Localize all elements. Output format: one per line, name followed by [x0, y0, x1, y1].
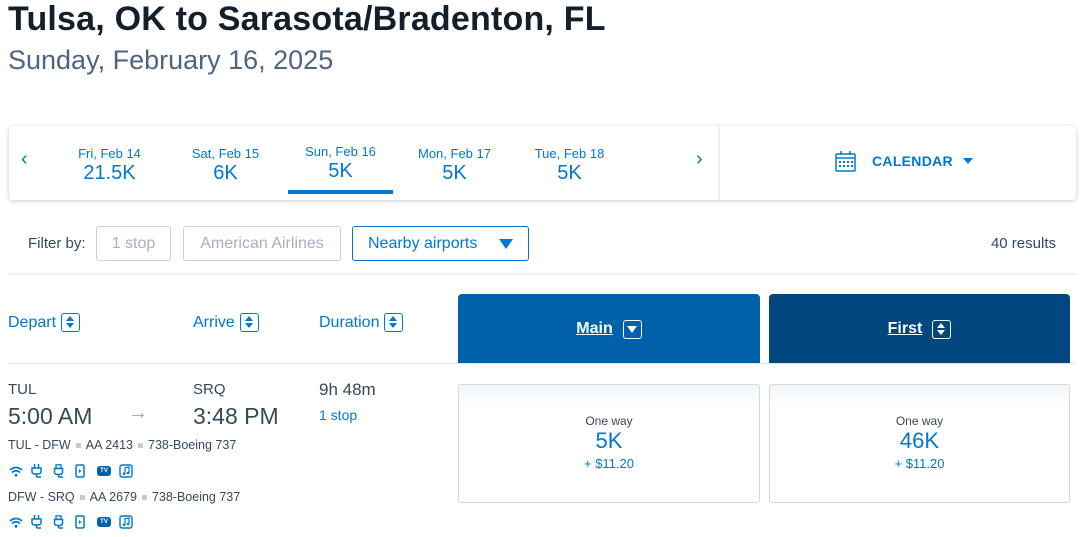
- segment-route: TUL - DFW: [8, 438, 71, 452]
- music-icon: [119, 464, 141, 478]
- calendar-label: CALENDAR: [872, 153, 953, 169]
- separator: [75, 442, 81, 448]
- chevron-right-icon[interactable]: ›: [696, 148, 703, 170]
- segment-route: DFW - SRQ: [8, 490, 75, 504]
- sort-descending-icon: [622, 319, 642, 339]
- usb-icon: [53, 515, 75, 529]
- tv-icon: TV: [97, 515, 119, 529]
- travel-date: Sunday, February 16, 2025: [8, 45, 334, 75]
- cabin-label: Main: [576, 320, 613, 337]
- sort-icon: [384, 313, 404, 332]
- duration-header: Duration: [319, 313, 380, 331]
- aircraft: 738-Boeing 737: [151, 490, 241, 504]
- date-tab-feb-14[interactable]: Fri, Feb 14 21.5K: [57, 126, 162, 194]
- date-strip: ‹ Fri, Feb 14 21.5K Sat, Feb 15 6K Sun, …: [9, 126, 1076, 200]
- sort-icon: [61, 313, 81, 332]
- date-tab-feb-15[interactable]: Sat, Feb 15 6K: [173, 126, 278, 194]
- arrive-header: Arrive: [193, 313, 235, 331]
- cabin-tab-first[interactable]: First: [769, 294, 1070, 364]
- date-label: Mon, Feb 17: [418, 146, 491, 161]
- amenities-segment-2: TV: [9, 515, 141, 529]
- nearby-airports-dropdown[interactable]: Nearby airports: [352, 226, 529, 261]
- segment-2: DFW - SRQ AA 2679 738-Boeing 737: [8, 490, 240, 504]
- separator: [141, 494, 147, 500]
- usb-icon: [53, 464, 75, 478]
- separator: [79, 494, 85, 500]
- origin-code: TUL: [8, 381, 37, 398]
- calendar-icon: [835, 151, 856, 172]
- fare-points: 46K: [899, 428, 940, 453]
- nearby-airports-label: Nearby airports: [368, 235, 478, 252]
- divider: [8, 273, 1076, 275]
- date-label: Sat, Feb 15: [191, 146, 260, 161]
- separator: [138, 442, 143, 448]
- sort-icon: [932, 319, 952, 339]
- mobile-entertainment-icon: [75, 515, 97, 529]
- mobile-entertainment-icon: [75, 464, 97, 478]
- date-tab-feb-16[interactable]: Sun, Feb 16 5K: [288, 126, 393, 194]
- trip-type: One way: [585, 414, 633, 428]
- power-outlet-icon: [31, 464, 53, 478]
- page-title: Tulsa, OK to Sarasota/Bradenton, FL: [8, 0, 606, 38]
- flight-number: AA 2679: [89, 490, 137, 504]
- results-count: 40 results: [990, 235, 1056, 252]
- stops-link[interactable]: 1 stop: [319, 407, 358, 423]
- tv-icon: TV: [97, 464, 119, 478]
- destination-code: SRQ: [193, 381, 226, 398]
- date-price: 5K: [328, 160, 353, 182]
- depart-header: Depart: [8, 313, 57, 331]
- date-price: 5K: [557, 162, 582, 184]
- music-icon: [119, 515, 141, 529]
- sort-arrive[interactable]: Arrive: [193, 313, 259, 332]
- trip-type: One way: [895, 414, 944, 428]
- chevron-left-icon[interactable]: ‹: [21, 148, 28, 170]
- power-outlet-icon: [31, 515, 53, 529]
- filter-label: Filter by:: [28, 235, 86, 252]
- sort-depart[interactable]: Depart: [8, 313, 81, 332]
- caret-down-icon: [499, 239, 513, 249]
- divider: [718, 126, 720, 200]
- arrow-right-icon: →: [128, 402, 148, 424]
- divider: [8, 363, 1076, 364]
- caret-down-icon: [962, 158, 973, 164]
- segment-1: TUL - DFW AA 2413 738-Boeing 737: [8, 438, 236, 452]
- cabin-label: First: [887, 320, 923, 337]
- fare-points: 5K: [595, 428, 623, 453]
- aircraft: 738-Boeing 737: [148, 438, 237, 452]
- wifi-icon: [9, 515, 31, 529]
- fare-taxes: + $11.20: [894, 456, 945, 471]
- sort-icon: [239, 313, 259, 332]
- filter-bar: Filter by: 1 stop American Airlines Near…: [8, 226, 1076, 262]
- date-price: 6K: [213, 162, 238, 184]
- date-price: 21.5K: [83, 162, 136, 184]
- filter-american-airlines[interactable]: American Airlines: [183, 226, 341, 261]
- arrive-time: 3:48 PM: [193, 403, 279, 429]
- flight-number: AA 2413: [85, 438, 133, 452]
- date-label: Sun, Feb 16: [305, 144, 376, 159]
- date-label: Fri, Feb 14: [78, 146, 141, 161]
- date-label: Tue, Feb 18: [534, 146, 605, 161]
- date-tab-feb-18[interactable]: Tue, Feb 18 5K: [517, 126, 622, 194]
- date-tab-feb-17[interactable]: Mon, Feb 17 5K: [402, 126, 507, 194]
- calendar-button[interactable]: CALENDAR: [835, 150, 973, 172]
- cabin-tab-main[interactable]: Main: [458, 294, 760, 364]
- wifi-icon: [9, 464, 31, 478]
- fare-main-button[interactable]: One way 5K + $11.20: [458, 384, 760, 503]
- depart-time: 5:00 AM: [8, 403, 93, 429]
- fare-taxes: + $11.20: [583, 456, 634, 471]
- flight-duration: 9h 48m: [319, 380, 376, 399]
- amenities-segment-1: TV: [9, 464, 141, 478]
- date-price: 5K: [442, 162, 467, 184]
- sort-duration[interactable]: Duration: [319, 313, 404, 332]
- filter-1-stop[interactable]: 1 stop: [96, 226, 171, 261]
- fare-first-button[interactable]: One way 46K + $11.20: [769, 384, 1070, 503]
